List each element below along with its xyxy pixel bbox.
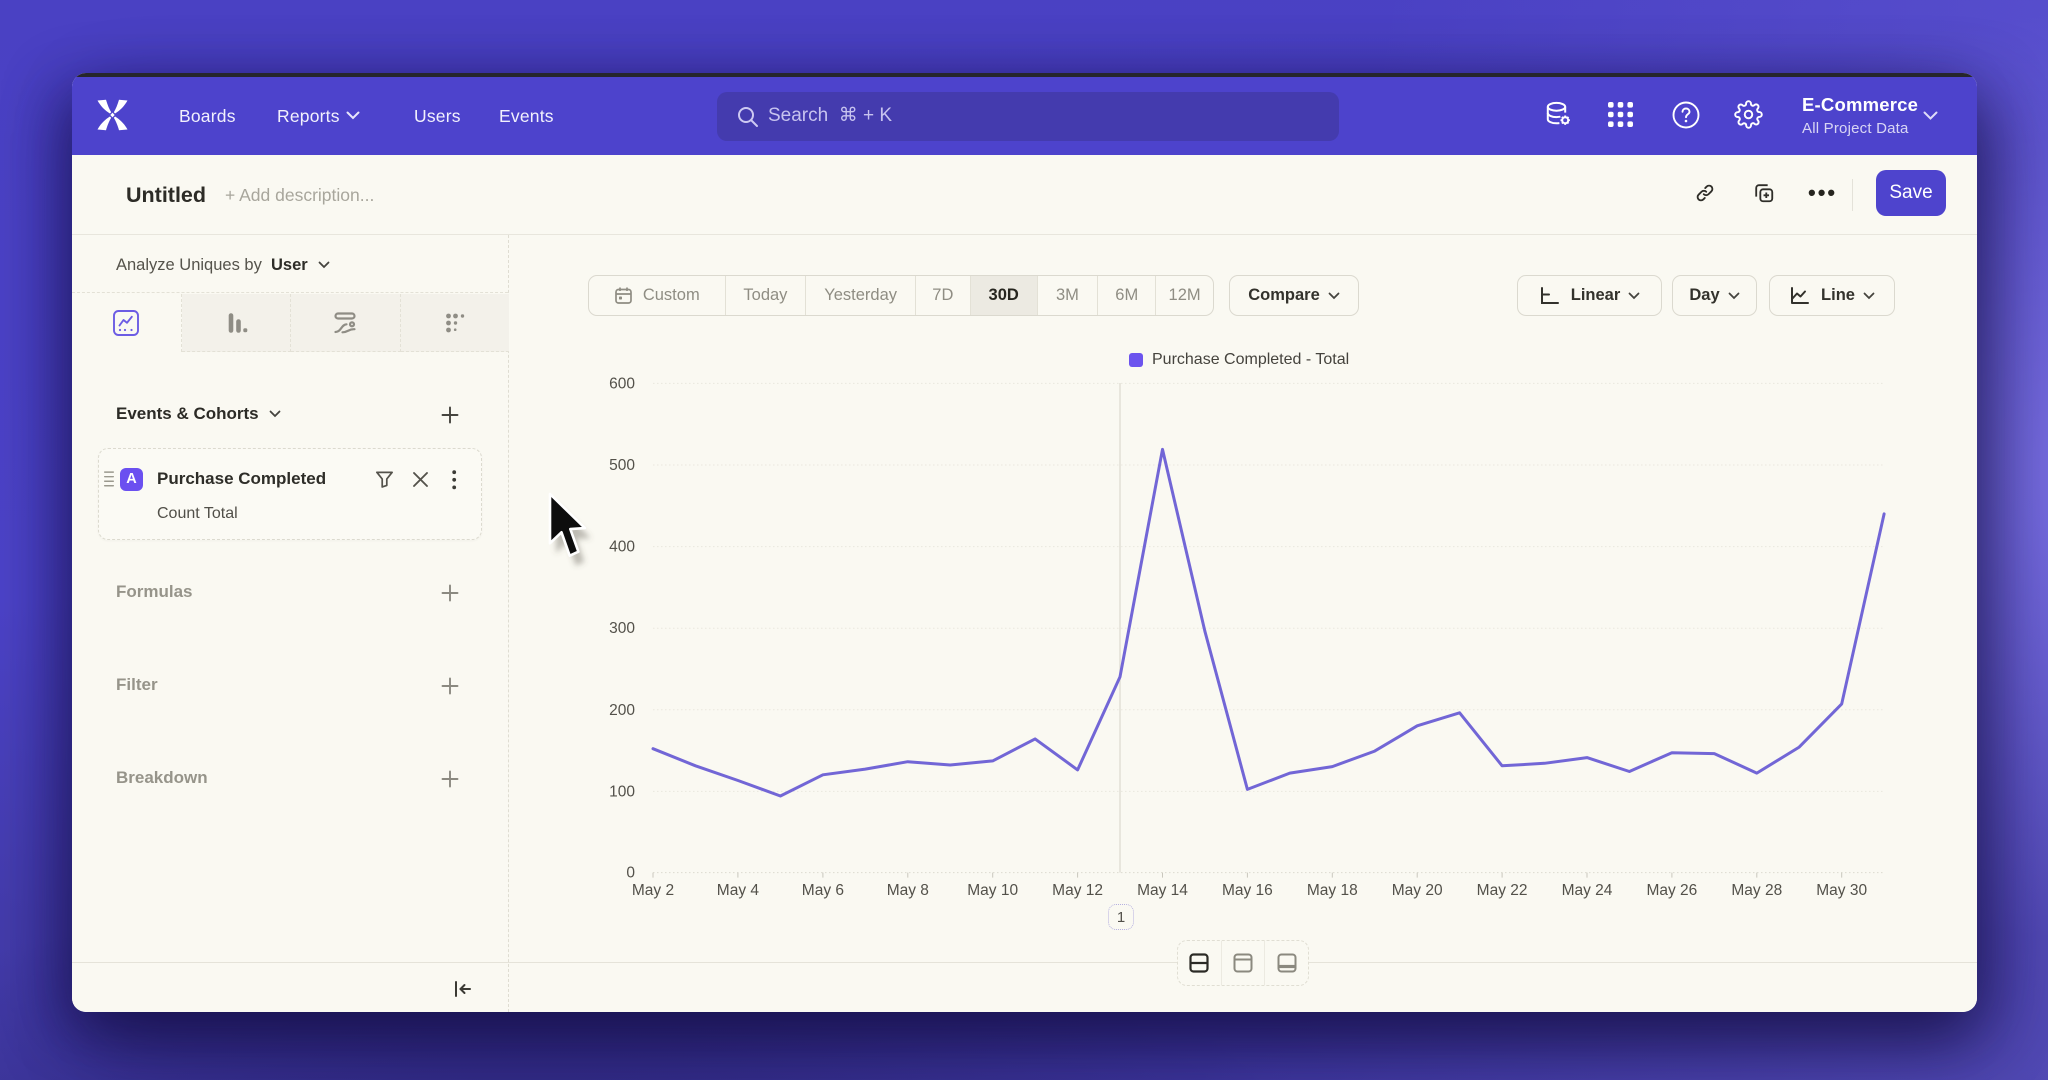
- svg-text:0: 0: [626, 865, 635, 882]
- svg-text:May 26: May 26: [1646, 882, 1697, 899]
- svg-text:300: 300: [609, 620, 635, 637]
- svg-text:400: 400: [609, 539, 635, 556]
- svg-text:May 14: May 14: [1137, 882, 1188, 899]
- svg-text:May 12: May 12: [1052, 882, 1103, 899]
- svg-text:May 18: May 18: [1307, 882, 1358, 899]
- svg-text:May 22: May 22: [1477, 882, 1528, 899]
- svg-text:200: 200: [609, 702, 635, 719]
- svg-text:May 30: May 30: [1816, 882, 1867, 899]
- svg-text:500: 500: [609, 457, 635, 474]
- svg-text:May 10: May 10: [967, 882, 1018, 899]
- svg-text:May 8: May 8: [887, 882, 929, 899]
- svg-text:May 2: May 2: [632, 882, 674, 899]
- svg-text:May 24: May 24: [1562, 882, 1613, 899]
- svg-text:May 20: May 20: [1392, 882, 1443, 899]
- svg-text:600: 600: [609, 375, 635, 392]
- svg-text:May 4: May 4: [717, 882, 760, 899]
- svg-text:May 16: May 16: [1222, 882, 1273, 899]
- svg-text:May 28: May 28: [1731, 882, 1782, 899]
- svg-text:100: 100: [609, 783, 635, 800]
- svg-text:May 6: May 6: [802, 882, 844, 899]
